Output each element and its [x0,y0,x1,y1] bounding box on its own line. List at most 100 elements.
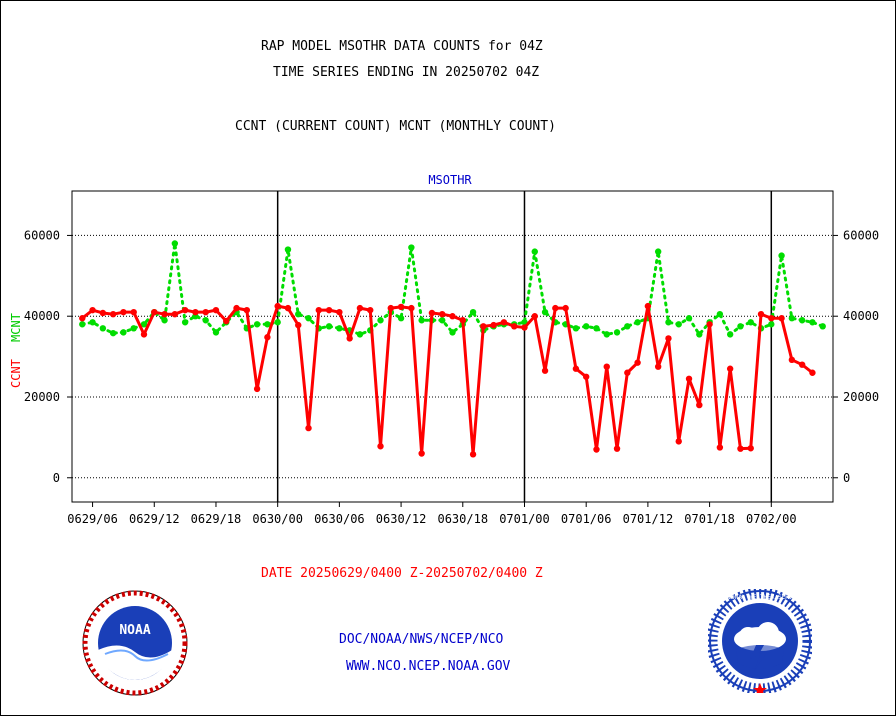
data-point-ccnt-58 [675,438,682,445]
data-point-ccnt-65 [747,445,754,452]
data-point-mcnt-24 [325,323,333,330]
y-tick-label-left-40000: 40000 [24,309,60,323]
x-tick-label-0630/00: 0630/00 [252,512,303,526]
data-point-ccnt-61 [706,321,713,328]
date-range-label: DATE 20250629/0400 Z-20250702/0400 Z [261,566,543,581]
data-point-mcnt-71 [809,319,816,326]
footer-link-doc-noaa[interactable]: DOC/NOAA/NWS/NCEP/NCO [339,632,504,647]
data-point-ccnt-4 [120,308,127,316]
plot-title: MSOTHR [428,173,472,187]
data-point-ccnt-37 [459,317,466,324]
data-point-mcnt-44 [531,248,538,255]
y-tick-label-left-20000: 20000 [24,390,60,404]
data-point-mcnt-69 [788,315,796,322]
data-point-ccnt-60 [696,401,703,409]
data-point-mcnt-58 [675,321,682,328]
data-point-ccnt-34 [428,309,436,317]
noaa-logo-text: NOAA [119,623,150,638]
x-tick-label-0629/12: 0629/12 [129,512,180,526]
data-point-ccnt-59 [685,375,693,383]
data-point-mcnt-22 [305,315,312,322]
ylabel-ccnt: CCNT [9,359,23,388]
data-point-ccnt-35 [439,310,446,318]
data-point-ccnt-48 [572,365,580,372]
series-line-ccnt [81,304,814,456]
data-point-mcnt-29 [377,317,384,324]
data-point-mcnt-59 [685,315,693,322]
data-point-ccnt-63 [726,365,734,372]
data-point-mcnt-54 [634,319,641,326]
data-point-mcnt-8 [161,317,168,324]
data-point-ccnt-36 [449,313,456,320]
data-point-mcnt-65 [747,319,754,326]
x-tick-label-0630/12: 0630/12 [376,512,427,526]
nws-logo-text: NATIONAL WEATHER SERVICE [717,594,804,601]
data-point-ccnt-0 [79,315,86,322]
data-point-ccnt-8 [161,310,168,318]
data-point-ccnt-11 [192,308,199,316]
data-point-mcnt-45 [541,308,549,316]
data-point-mcnt-60 [696,331,703,338]
data-point-ccnt-23 [315,306,323,314]
data-point-mcnt-17 [253,321,261,328]
data-point-mcnt-48 [572,325,580,332]
data-point-ccnt-17 [253,385,261,393]
data-point-ccnt-33 [418,450,425,457]
data-point-mcnt-38 [469,308,477,316]
data-point-mcnt-68 [778,252,785,259]
chart-title-line2: TIME SERIES ENDING IN 20250702 04Z [273,65,540,80]
data-point-ccnt-16 [243,306,251,314]
data-point-ccnt-32 [408,304,415,312]
data-point-ccnt-49 [582,373,590,380]
x-tick-label-0629/06: 0629/06 [67,512,118,526]
data-point-mcnt-72 [819,323,826,330]
data-point-ccnt-62 [716,444,724,451]
data-point-ccnt-15 [233,304,240,312]
data-point-mcnt-1 [89,319,96,326]
data-point-mcnt-13 [212,329,220,336]
x-tick-label-0629/18: 0629/18 [191,512,242,526]
data-point-ccnt-54 [634,359,641,366]
data-point-mcnt-31 [397,315,405,322]
data-point-ccnt-50 [593,446,600,453]
y-tick-label-right-0: 0 [843,471,850,485]
data-point-mcnt-20 [284,246,292,253]
data-point-mcnt-2 [99,325,107,332]
data-point-ccnt-69 [788,356,796,364]
noaa-logo: NOAA [82,590,188,696]
chart-title-line1: RAP MODEL MSOTHR DATA COUNTS for 04Z [261,39,543,54]
data-point-ccnt-22 [305,424,312,432]
footer-link-nco-website[interactable]: WWW.NCO.NCEP.NOAA.GOV [346,659,511,674]
data-point-ccnt-38 [469,451,477,458]
y-tick-label-left-0: 0 [53,471,60,485]
data-point-mcnt-63 [726,331,734,338]
data-point-ccnt-44 [531,313,538,320]
data-point-ccnt-3 [109,310,117,318]
x-tick-label-0702/00: 0702/00 [746,512,797,526]
data-point-mcnt-6 [140,321,148,328]
data-point-mcnt-33 [418,317,425,324]
data-point-ccnt-66 [757,310,765,318]
data-point-mcnt-49 [582,323,590,330]
data-point-ccnt-52 [613,445,621,452]
data-point-ccnt-47 [562,304,569,312]
data-point-mcnt-9 [171,240,179,247]
data-point-mcnt-50 [593,325,600,332]
data-point-ccnt-70 [798,361,806,368]
chart-area: 0 0 20000 20000 40000 40000 60000 60000 0629/06 0… [9,173,879,526]
data-point-mcnt-62 [716,310,724,318]
data-point-ccnt-56 [654,363,662,370]
data-point-ccnt-26 [346,335,353,342]
ylabel-mcnt: MCNT [9,313,23,342]
data-point-ccnt-12 [202,308,209,316]
x-tick-label-0701/06: 0701/06 [561,512,612,526]
nws-logo: NATIONAL WEATHER SERVICE [708,589,812,693]
data-point-mcnt-51 [603,331,610,338]
data-point-ccnt-6 [140,331,148,338]
plot-border [71,190,834,503]
data-point-mcnt-4 [120,329,127,336]
data-point-ccnt-27 [356,304,364,312]
data-point-mcnt-19 [274,319,281,326]
data-point-mcnt-25 [336,325,343,332]
data-point-ccnt-25 [336,308,343,316]
